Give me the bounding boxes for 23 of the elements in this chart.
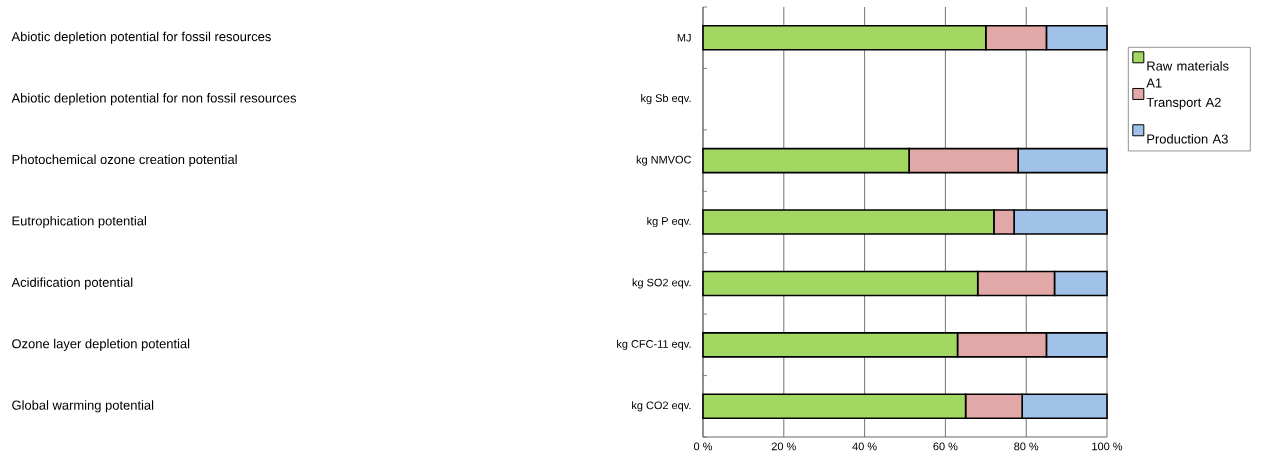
text: Abiotic depletion potential for fossil resources bbox=[11, 31, 271, 44]
legend-label: Production A3 bbox=[1147, 134, 1228, 144]
x-tick-label: 60 % bbox=[933, 442, 958, 451]
y-tick-label: MJ bbox=[677, 33, 691, 42]
y-tick-label: kg SO2 eqv. bbox=[632, 278, 691, 289]
y-tick-label: kg CO2 eqv. bbox=[632, 401, 691, 412]
y-tick-label: kg CFC-11 eqv. bbox=[617, 339, 691, 350]
x-tick-label: 80 % bbox=[1014, 442, 1039, 451]
y-tick-label: kg P eqv. bbox=[647, 216, 691, 228]
legend-label: Raw materials A1 bbox=[1146, 61, 1229, 88]
text: Eutrophication potential bbox=[12, 215, 146, 229]
x-tick-label: 0 % bbox=[693, 442, 713, 451]
text: Acidification potential bbox=[11, 277, 133, 290]
legend-label: Transport A2 bbox=[1146, 97, 1221, 110]
text: Abiotic depletion potential for non fossil resources bbox=[11, 93, 297, 106]
text: Global warming potential bbox=[12, 400, 154, 413]
y-tick-label: kg Sb eqv. bbox=[641, 94, 691, 105]
y-tick-label: kg NMVOC bbox=[636, 155, 692, 166]
text: Photochemical ozone creation potential bbox=[12, 154, 237, 167]
x-tick-label: 100 % bbox=[1092, 442, 1123, 451]
x-tick-label: 20 % bbox=[771, 442, 796, 451]
x-tick-label: 40 % bbox=[852, 442, 877, 451]
text: Ozone layer depletion potential bbox=[12, 338, 190, 351]
